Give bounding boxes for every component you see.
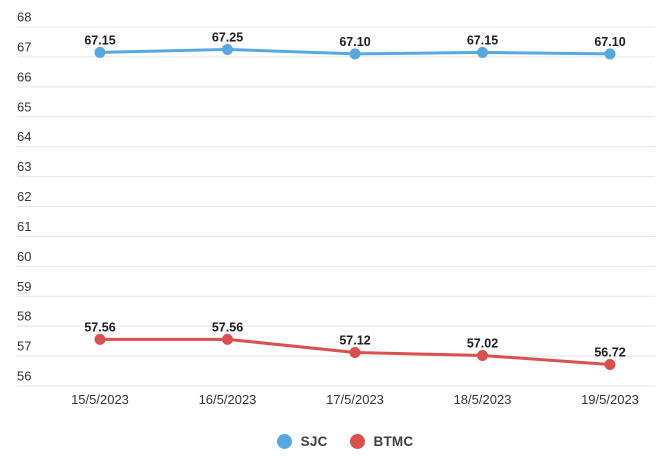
y-axis-tick-label: 67 [17,39,31,54]
data-point-btmc[interactable] [222,333,233,345]
x-axis-tick-label: 18/5/2023 [454,392,512,407]
data-point-label: 67.10 [339,35,370,49]
data-point-btmc[interactable] [94,333,106,345]
y-axis-tick-label: 68 [17,10,31,25]
data-point-label: 67.25 [212,30,243,44]
y-axis-tick-label: 56 [17,369,31,384]
y-axis-tick-label: 59 [17,279,31,294]
y-axis-tick-label: 63 [17,159,31,174]
legend-label: SJC [300,433,328,449]
data-point-sjc[interactable] [222,43,233,55]
y-axis-tick-label: 60 [17,249,31,264]
data-point-sjc[interactable] [604,48,616,60]
x-axis-tick-label: 15/5/2023 [71,392,129,407]
chart-legend: SJC BTMC [0,426,660,456]
data-point-label: 67.15 [467,33,498,47]
y-axis-tick-label: 61 [17,219,31,234]
data-point-sjc[interactable] [94,46,106,58]
legend-item-btmc[interactable]: BTMC [349,433,414,449]
x-axis-tick-label: 16/5/2023 [199,392,257,407]
data-point-label: 57.56 [212,320,243,334]
y-axis-tick-label: 66 [17,69,31,84]
data-point-label: 57.56 [84,320,115,334]
y-axis-tick-label: 57 [17,339,31,354]
legend-item-sjc[interactable]: SJC [276,433,328,449]
data-point-btmc[interactable] [604,358,616,370]
data-point-sjc[interactable] [349,48,361,60]
y-axis-tick-label: 64 [17,129,31,144]
y-axis-tick-label: 62 [17,189,31,204]
data-point-label: 57.12 [339,333,370,347]
data-point-label: 67.15 [84,33,115,47]
x-axis-tick-label: 17/5/2023 [326,392,384,407]
data-point-label: 56.72 [594,345,625,359]
data-point-label: 57.02 [467,336,498,350]
data-point-btmc[interactable] [349,346,361,358]
legend-swatch-icon [349,433,365,449]
legend-label: BTMC [373,433,414,449]
data-point-btmc[interactable] [477,349,488,361]
chart-canvas: 68 67 66 65 64 63 62 61 60 59 58 57 56 15/5/2023 16/5/… [17,10,655,407]
x-axis-tick-label: 19/5/2023 [581,392,639,407]
data-point-label: 67.10 [594,35,625,49]
y-axis-tick-label: 58 [17,309,31,324]
y-axis-tick-label: 65 [17,99,31,114]
data-point-sjc[interactable] [477,46,488,58]
legend-swatch-icon [276,433,292,449]
